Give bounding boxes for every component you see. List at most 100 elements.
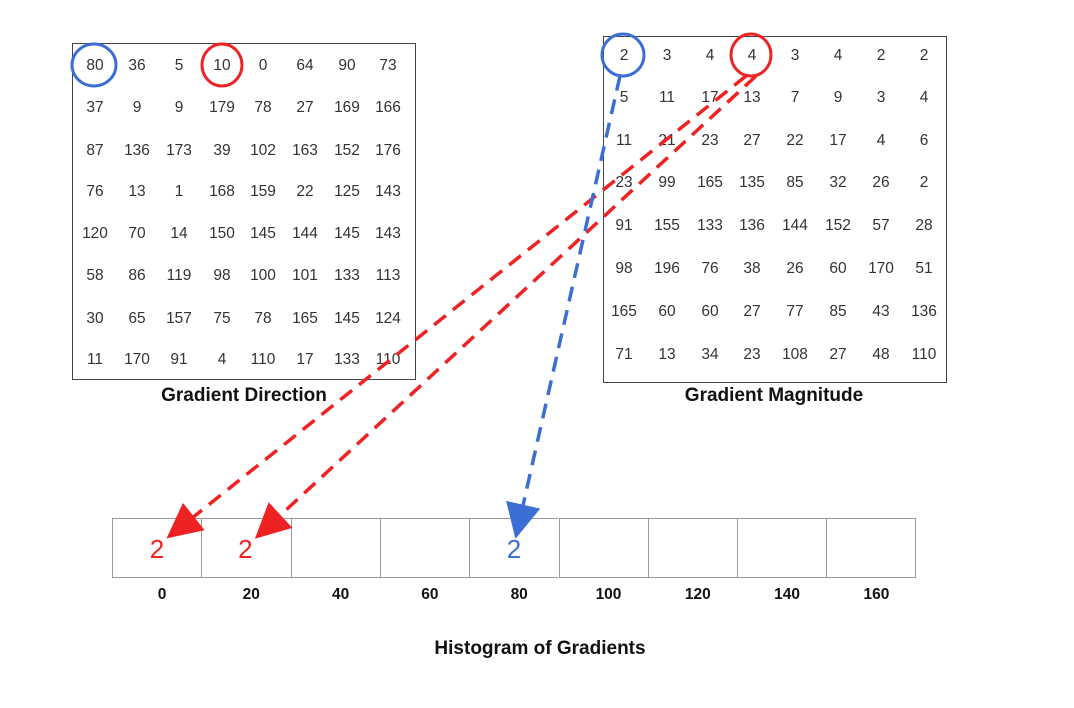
magnitude-cell: 27 (829, 346, 847, 363)
histogram-bin-value: 2 (506, 534, 522, 564)
magnitude-cell: 38 (743, 260, 761, 277)
direction-cell: 143 (375, 183, 401, 200)
histogram-bin (379, 518, 470, 578)
histogram-bins: 2 2 2 (112, 518, 917, 580)
direction-cell: 120 (82, 225, 108, 242)
magnitude-cell: 4 (876, 132, 886, 149)
magnitude-cell: 133 (697, 217, 723, 234)
direction-cell: 30 (86, 310, 104, 327)
magnitude-cell: 48 (872, 346, 890, 363)
direction-cell: 143 (375, 225, 401, 242)
direction-cell: 163 (292, 142, 318, 159)
magnitude-cell: 22 (786, 132, 804, 149)
magnitude-cell: 77 (786, 303, 804, 320)
direction-cell: 13 (128, 183, 146, 200)
direction-cell: 10 (213, 57, 231, 74)
gradient-direction-caption: Gradient Direction (161, 385, 327, 406)
magnitude-cell: 3 (790, 47, 800, 64)
direction-cell: 145 (334, 225, 360, 242)
magnitude-cell: 28 (915, 217, 933, 234)
direction-cell: 98 (213, 267, 231, 284)
magnitude-cell: 21 (658, 132, 676, 149)
direction-cell: 65 (128, 310, 146, 327)
magnitude-cell: 4 (833, 47, 843, 64)
direction-cell: 169 (334, 99, 360, 116)
direction-cell: 36 (128, 57, 146, 74)
magnitude-cell: 43 (872, 303, 890, 320)
magnitude-cell: 152 (825, 217, 851, 234)
magnitude-cell: 11 (658, 89, 676, 106)
magnitude-cell: 3 (876, 89, 886, 106)
direction-cell: 75 (213, 310, 231, 327)
magnitude-cell: 135 (739, 174, 765, 191)
magnitude-cell: 26 (786, 260, 804, 277)
magnitude-cell: 136 (739, 217, 765, 234)
magnitude-cell: 17 (701, 89, 719, 106)
direction-cell: 76 (86, 183, 104, 200)
direction-cell: 113 (375, 267, 401, 284)
histogram-tick-label: 140 (774, 586, 801, 603)
direction-cell: 125 (334, 183, 360, 200)
magnitude-cell: 27 (743, 303, 761, 320)
magnitude-cell: 32 (829, 174, 847, 191)
direction-cell: 27 (296, 99, 314, 116)
magnitude-cell: 34 (701, 346, 719, 363)
direction-cell: 91 (170, 351, 188, 368)
histogram-bin-value: 2 (149, 534, 165, 564)
histogram-tick-label: 120 (684, 586, 711, 603)
direction-cell: 170 (124, 351, 150, 368)
direction-cell: 110 (250, 351, 276, 368)
direction-cell: 5 (174, 57, 184, 74)
histogram-tick-label: 160 (863, 586, 890, 603)
direction-cell: 80 (86, 57, 104, 74)
direction-cell: 9 (132, 99, 142, 116)
direction-cell: 145 (334, 310, 360, 327)
magnitude-cell: 11 (615, 132, 633, 149)
direction-cell: 70 (128, 225, 146, 242)
magnitude-cell: 4 (705, 47, 715, 64)
magnitude-cell: 2 (919, 174, 929, 191)
magnitude-cell: 136 (911, 303, 937, 320)
magnitude-cell: 155 (654, 217, 680, 234)
magnitude-cell: 23 (743, 346, 761, 363)
direction-cell: 86 (128, 267, 146, 284)
magnitude-cell: 2 (919, 47, 929, 64)
direction-cell: 4 (217, 351, 227, 368)
magnitude-cell: 91 (615, 217, 633, 234)
direction-cell: 78 (254, 310, 272, 327)
direction-cell: 1 (174, 183, 184, 200)
direction-cell: 78 (254, 99, 272, 116)
direction-cell: 101 (292, 267, 318, 284)
magnitude-cell: 23 (615, 174, 633, 191)
direction-cell: 102 (250, 142, 276, 159)
magnitude-cell: 2 (619, 47, 629, 64)
direction-cell: 168 (209, 183, 235, 200)
direction-cell: 152 (334, 142, 360, 159)
direction-cell: 90 (338, 57, 356, 74)
magnitude-cell: 85 (786, 174, 804, 191)
histogram-title: Histogram of Gradients (434, 638, 646, 659)
magnitude-cell: 13 (743, 89, 761, 106)
magnitude-cell: 144 (782, 217, 808, 234)
histogram-bin (290, 518, 380, 578)
magnitude-cell: 170 (868, 260, 894, 277)
direction-cell: 100 (250, 267, 276, 284)
direction-cell: 159 (250, 183, 276, 200)
direction-cell: 166 (375, 99, 401, 116)
magnitude-cell: 2 (876, 47, 886, 64)
direction-cell: 144 (292, 225, 318, 242)
direction-cell: 39 (213, 142, 231, 159)
magnitude-cell: 165 (697, 174, 723, 191)
magnitude-cell: 60 (829, 260, 847, 277)
histogram-bin (826, 518, 916, 578)
direction-cell: 9 (174, 99, 184, 116)
gradient-magnitude-caption: Gradient Magnitude (684, 385, 864, 406)
magnitude-cell: 3 (662, 47, 672, 64)
direction-cell: 119 (166, 267, 192, 284)
direction-cell: 136 (124, 142, 150, 159)
histogram-tick-label: 0 (157, 586, 167, 603)
direction-cell: 87 (86, 142, 104, 159)
direction-cell: 64 (296, 57, 314, 74)
direction-cell: 157 (166, 310, 192, 327)
histogram-bin (558, 518, 648, 578)
